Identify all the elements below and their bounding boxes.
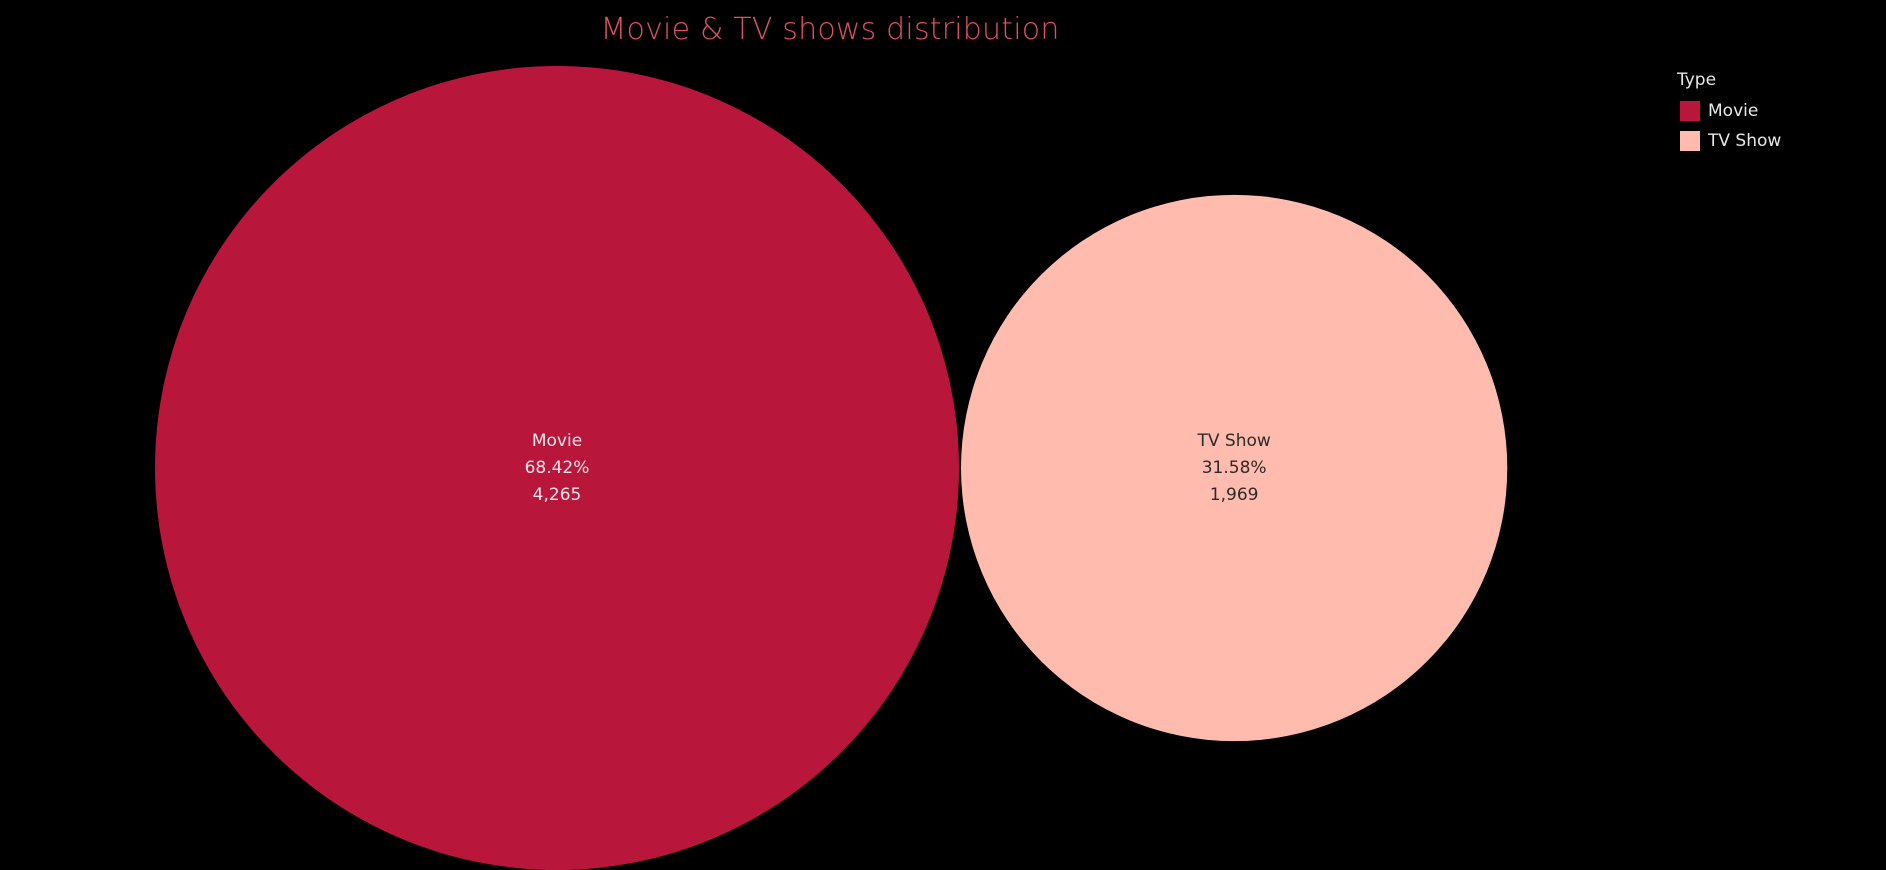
bubble-tv-show[interactable] xyxy=(961,194,1508,742)
legend: Type Movie TV Show xyxy=(1677,70,1877,156)
bubble-movie[interactable] xyxy=(155,66,959,870)
legend-swatch-tv-show xyxy=(1680,131,1700,151)
legend-label-movie: Movie xyxy=(1708,101,1759,121)
bubble-tv-show-count-label: 1,969 xyxy=(1210,485,1259,505)
chart-title: Movie & TV shows distribution xyxy=(600,12,1060,47)
legend-item-movie[interactable]: Movie xyxy=(1677,96,1877,126)
legend-item-tv-show[interactable]: TV Show xyxy=(1677,126,1877,156)
bubble-movie-count-label: 4,265 xyxy=(533,485,582,505)
legend-label-tv-show: TV Show xyxy=(1708,131,1782,151)
legend-title: Type xyxy=(1677,70,1717,90)
bubble-tv-show-percent-label: 31.58% xyxy=(1202,458,1267,478)
bubble-movie-percent-label: 68.42% xyxy=(525,458,590,478)
legend-swatch-movie xyxy=(1680,101,1700,121)
bubble-movie-name-label: Movie xyxy=(532,431,582,451)
bubble-tv-show-name-label: TV Show xyxy=(1196,431,1270,451)
